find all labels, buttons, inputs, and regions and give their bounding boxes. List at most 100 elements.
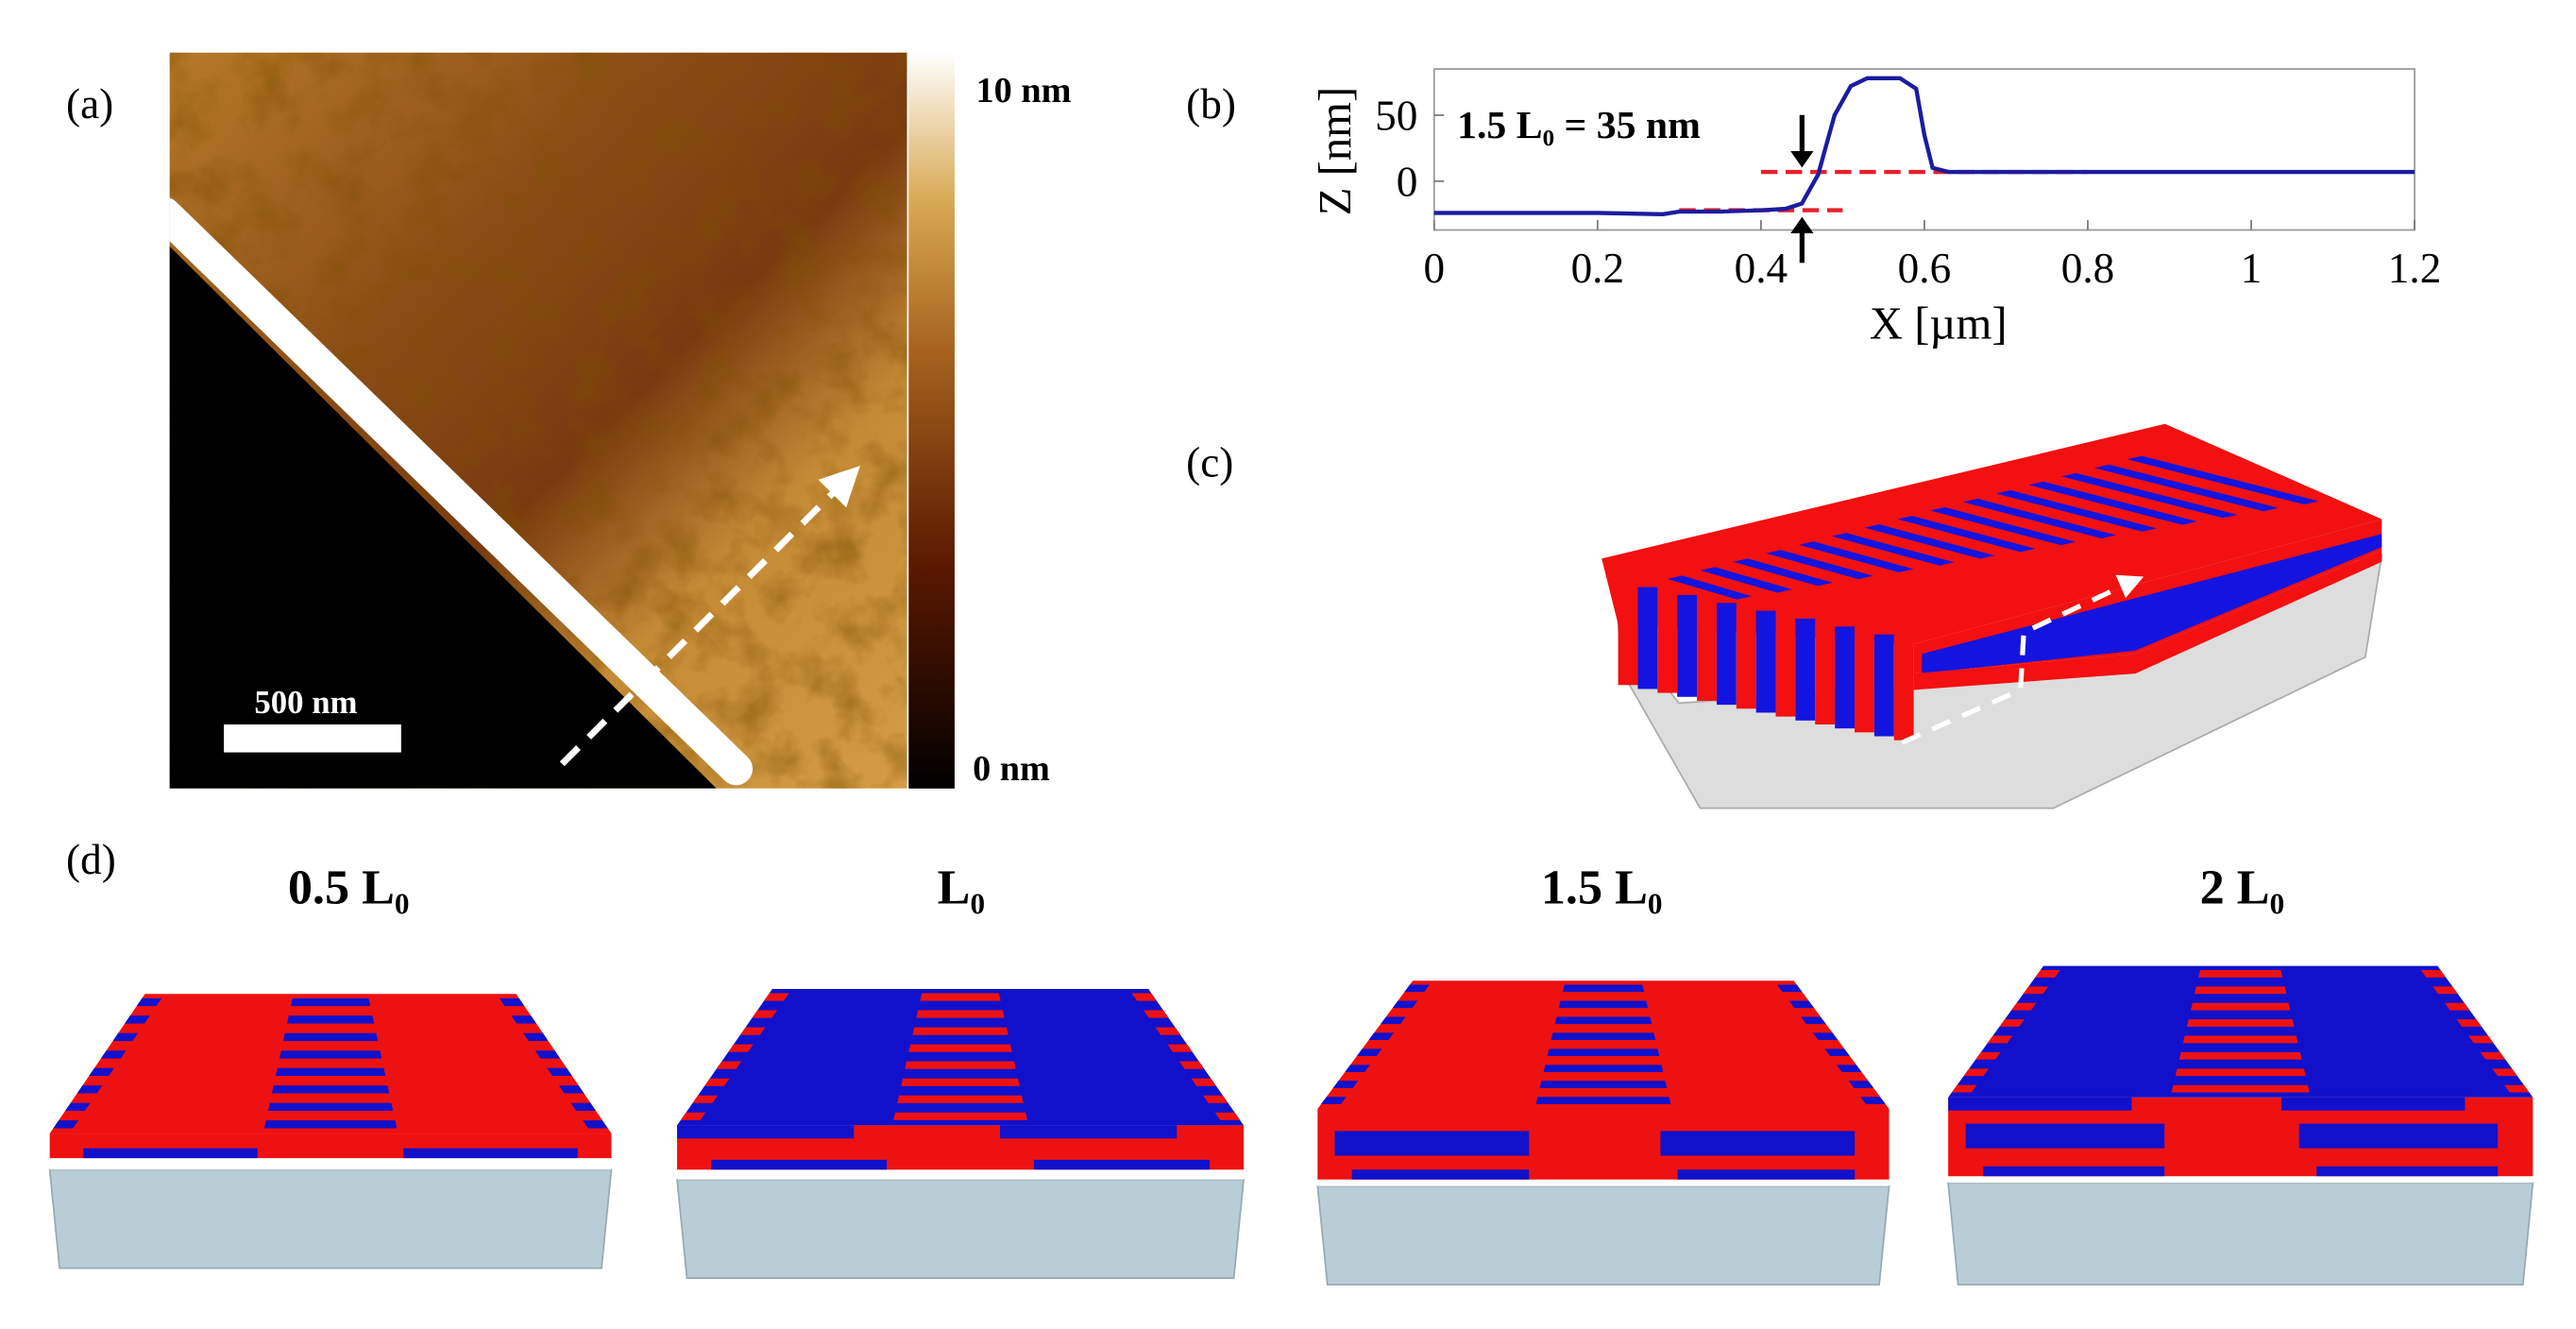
edge-stripe [53, 1120, 78, 1129]
edge-stripe [704, 1078, 730, 1086]
top-layer [1948, 1097, 2132, 1111]
top-face [1948, 965, 2534, 1098]
stripe [2127, 455, 2319, 505]
panel-d-title: L₀ [938, 861, 985, 915]
x-tick-label: 0.2 [1571, 245, 1625, 292]
panel-d-title: 0.5 L₀ [288, 861, 410, 915]
edge-stripe [523, 1032, 549, 1042]
plot-frame [1432, 68, 2415, 231]
panel-d-title: 2 L₀ [2200, 861, 2285, 915]
top-face [677, 988, 1245, 1126]
scale-bar-label: 500 nm [254, 684, 357, 721]
annotation: 1.5 L₀ = 35 nm [1457, 104, 1701, 147]
top-stripe [2178, 1051, 2302, 1060]
edge-stripe [499, 997, 525, 1007]
stripe [1667, 575, 1753, 600]
edge-stripe [1963, 1068, 1990, 1077]
layer [1922, 534, 2382, 674]
bottom-layer [403, 1148, 578, 1159]
top-stripe [2198, 969, 2283, 978]
panel-d-title: 1.5 L₀ [1541, 861, 1663, 915]
substrate [1316, 1184, 1890, 1286]
edge-stripe [2035, 969, 2060, 978]
front-stripe [1795, 618, 1816, 721]
top-layer [677, 1125, 855, 1139]
stripe [1995, 489, 2158, 532]
top-stripe [275, 1067, 386, 1077]
top-stripe [290, 997, 371, 1007]
edge-stripe [1356, 1048, 1382, 1056]
edge-stripe [739, 1027, 766, 1035]
edge-stripe [1848, 1081, 1874, 1088]
y-axis-label: Z [nm] [1310, 87, 1361, 216]
top-stripe [920, 993, 1001, 1001]
profile-arrow [559, 466, 860, 767]
colorbar [908, 52, 955, 789]
edge-stripe [692, 1095, 718, 1103]
y-tick-label: 50 [1375, 93, 1417, 140]
colorbar-min: 0 nm [973, 749, 1050, 789]
schematic-3d [1602, 423, 2383, 809]
edge-stripe [2023, 986, 2049, 995]
front-stripe [1677, 594, 1698, 697]
top-stripe [2186, 1019, 2295, 1027]
edge-stripe [1178, 1061, 1205, 1069]
substrate [48, 1168, 613, 1269]
edge-stripe [558, 1085, 585, 1094]
edge-stripe [534, 1050, 561, 1059]
edge-stripe [1788, 1000, 1815, 1009]
edge-stripe [1860, 1097, 1886, 1104]
edge-stripe [1801, 1016, 1826, 1025]
top-stripe [1558, 1000, 1649, 1009]
substrate [1947, 1182, 2534, 1286]
front-stripe [1815, 622, 1836, 724]
interface [49, 1158, 612, 1170]
top-stripe [267, 1102, 394, 1112]
top-stripe [263, 1120, 398, 1129]
edge-stripe [2503, 1084, 2530, 1093]
stripe [2028, 481, 2197, 525]
top-stripe [893, 1112, 1027, 1120]
edge-stripe [583, 1120, 608, 1129]
panel-label: (c) [1186, 438, 1233, 486]
front-stripe [1873, 634, 1894, 737]
top-stripe [2175, 1068, 2306, 1077]
annotation-arrow [1790, 216, 1814, 233]
front-stripe [1855, 630, 1874, 733]
top-stripe [901, 1078, 1020, 1086]
edge-stripe [1203, 1095, 1229, 1103]
edge-stripe [89, 1067, 114, 1077]
interface [1317, 1179, 1890, 1186]
edge-stripe [547, 1067, 572, 1077]
edge-stripe [1144, 1010, 1169, 1018]
bottom-layer [2316, 1166, 2499, 1177]
y-tick-label: 0 [1397, 158, 1418, 205]
front-stripe [1775, 614, 1796, 717]
edge-stripe [65, 1102, 91, 1112]
top-stripe [1547, 1048, 1660, 1056]
stripe [2061, 472, 2238, 519]
bottom-layer [711, 1159, 888, 1170]
x-tick-label: 0.4 [1735, 245, 1788, 292]
top-stripe [912, 1027, 1008, 1035]
x-tick-label: 0 [1423, 245, 1445, 292]
x-tick-label: 0.8 [2061, 245, 2115, 292]
top-stripe [2190, 1002, 2291, 1011]
edge-stripe [2432, 986, 2458, 995]
top-stripe [916, 1010, 1005, 1018]
top-stripe [1539, 1081, 1668, 1088]
edge-stripe [728, 1044, 754, 1052]
x-axis-label: X [µm] [1870, 298, 2008, 349]
path-arrow [1901, 579, 2134, 745]
panel-label: (b) [1186, 80, 1236, 128]
bottom-layer [1034, 1159, 1211, 1170]
annotation-arrow [1790, 151, 1814, 168]
profile-chart: 1.5 L₀ = 35 nm X [µm] Z [nm] 0 0.2 0.4 0.6 0… [1310, 68, 2441, 349]
stripe [1864, 524, 1995, 559]
edge-stripe [2420, 969, 2447, 978]
substrate [676, 1178, 1246, 1279]
edge-stripe [1191, 1078, 1217, 1086]
top-stripe [1554, 1016, 1652, 1025]
edge-stripe [1999, 1019, 2025, 1027]
afm-image [169, 52, 907, 789]
